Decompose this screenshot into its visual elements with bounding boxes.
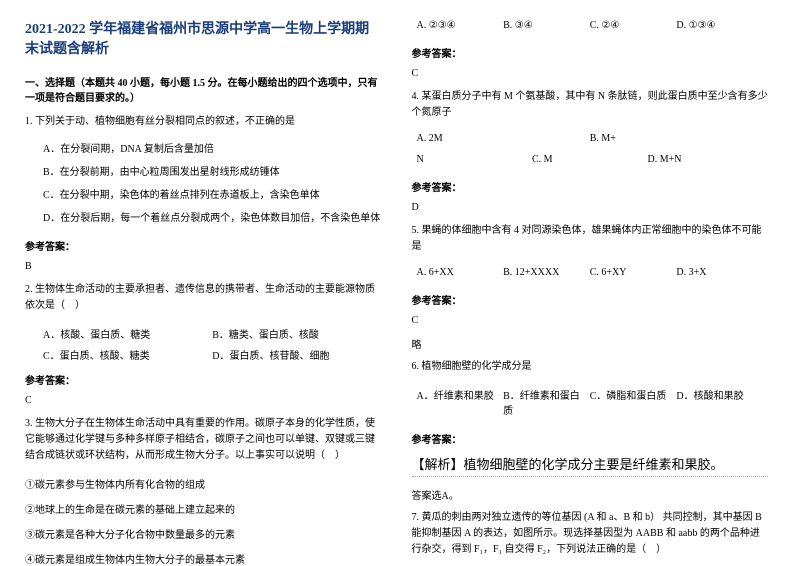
- q4-b: B. M+: [590, 133, 763, 144]
- q3-c1: ①碳元素参与生物体内所有化合物的组成: [25, 476, 382, 491]
- q6-answer-sub: 答案选A。: [412, 487, 769, 502]
- q3-opt-a: A. ②③④: [417, 20, 504, 31]
- q5-a: A. 6+XX: [417, 267, 504, 278]
- q5-answer: C: [412, 315, 769, 326]
- q4-d: D. M+N: [648, 154, 764, 165]
- answer-label-5: 参考答案：: [412, 292, 769, 307]
- q4-options-2: N C. M D. M+N: [412, 154, 769, 165]
- doc-title: 2021-2022 学年福建省福州市思源中学高一生物上学期期末试题含解析: [25, 20, 382, 59]
- answer-label-1: 参考答案：: [25, 238, 382, 253]
- q2-c: C．蛋白质、核酸、糖类: [43, 347, 212, 362]
- q2-b: B．糖类、蛋白质、核酸: [212, 326, 381, 341]
- q5-sub: 略: [412, 336, 769, 351]
- q2-d: D．蛋白质、核苷酸、细胞: [212, 347, 381, 362]
- q4-n: N: [417, 154, 533, 165]
- q5-options: A. 6+XX B. 12+XXXX C. 6+XY D. 3+X: [412, 267, 769, 278]
- q3-text: 3. 生物大分子在生物体生命活动中具有重要的作用。碳原子本身的化学性质，使它能够…: [25, 416, 382, 464]
- q1-c: C．在分裂中期，染色体的着丝点排列在赤道板上，含染色单体: [43, 188, 382, 203]
- section-header: 一、选择题（本题共 40 小题，每小题 1.5 分。在每小题给出的四个选项中，只…: [25, 74, 382, 104]
- q3-options: A. ②③④ B. ③④ C. ②④ D. ①③④: [412, 20, 769, 31]
- q4-answer: D: [412, 202, 769, 213]
- q4-a: A. 2M: [417, 133, 590, 144]
- q6-b: B．纤维素和蛋白质: [503, 387, 590, 417]
- q3-answer: C: [412, 68, 769, 79]
- q3-opt-c: C. ②④: [590, 20, 677, 31]
- answer-label-2: 参考答案：: [25, 372, 382, 387]
- answer-label-4: 参考答案：: [412, 179, 769, 194]
- q2-a: A．核酸、蛋白质、糖类: [43, 326, 212, 341]
- q2-text: 2. 生物体生命活动的主要承担者、遗传信息的携带者、生命活动的主要能源物质依次是…: [25, 282, 382, 314]
- q3-opt-b: B. ③④: [503, 20, 590, 31]
- q1-answer: B: [25, 261, 382, 272]
- q6-options: A．纤维素和果胶 B．纤维素和蛋白质 C．磷脂和蛋白质 D．核酸和果胶: [412, 387, 769, 417]
- q3-opt-d: D. ①③④: [676, 20, 763, 31]
- q4-options-1: A. 2M B. M+: [412, 133, 769, 144]
- q5-text: 5. 果蝇的体细胞中含有 4 对同源染色体，雄果蝇体内正常细胞中的染色体不可能是: [412, 223, 769, 255]
- answer-label-6: 参考答案：: [412, 431, 769, 446]
- left-column: 2021-2022 学年福建省福州市思源中学高一生物上学期期末试题含解析 一、选…: [25, 20, 382, 541]
- q1-d: D．在分裂后期，每一个着丝点分裂成两个，染色体数目加倍，不含染色单体: [43, 211, 382, 226]
- q1-text: 1. 下列关于动、植物细胞有丝分裂相同点的叙述，不正确的是: [25, 114, 382, 130]
- q7-text: 7. 黄瓜的刺由两对独立遗传的等位基因 (A 和 a、B 和 b） 共同控制，其…: [412, 510, 769, 558]
- right-column: A. ②③④ B. ③④ C. ②④ D. ①③④ 参考答案： C 4. 某蛋白…: [412, 20, 769, 541]
- q2-answer: C: [25, 395, 382, 406]
- q6-d: D．核酸和果胶: [676, 387, 763, 417]
- q6-a: A．纤维素和果胶: [417, 387, 504, 417]
- q5-b: B. 12+XXXX: [503, 267, 590, 278]
- answer-label-3: 参考答案：: [412, 45, 769, 60]
- q3-c4: ④碳元素是组成生物体内生物大分子的最基本元素: [25, 551, 382, 566]
- q5-c: C. 6+XY: [590, 267, 677, 278]
- q6-analysis: 【解析】植物细胞壁的化学成分主要是纤维素和果胶。: [412, 454, 769, 477]
- q3-c3: ③碳元素是各种大分子化合物中数量最多的元素: [25, 526, 382, 541]
- q4-text: 4. 某蛋白质分子中有 M 个氨基酸，其中有 N 条肽链，则此蛋白质中至少含有多…: [412, 89, 769, 121]
- q6-c: C．磷脂和蛋白质: [590, 387, 677, 417]
- q6-text: 6. 植物细胞壁的化学成分是: [412, 359, 769, 375]
- q5-d: D. 3+X: [676, 267, 763, 278]
- q1-b: B．在分裂前期，由中心粒周围发出星射线形成纺锤体: [43, 165, 382, 180]
- q4-c: C. M: [532, 154, 648, 165]
- q3-c2: ②地球上的生命是在碳元素的基础上建立起来的: [25, 501, 382, 516]
- q1-a: A．在分裂间期，DNA 复制后含量加倍: [43, 142, 382, 157]
